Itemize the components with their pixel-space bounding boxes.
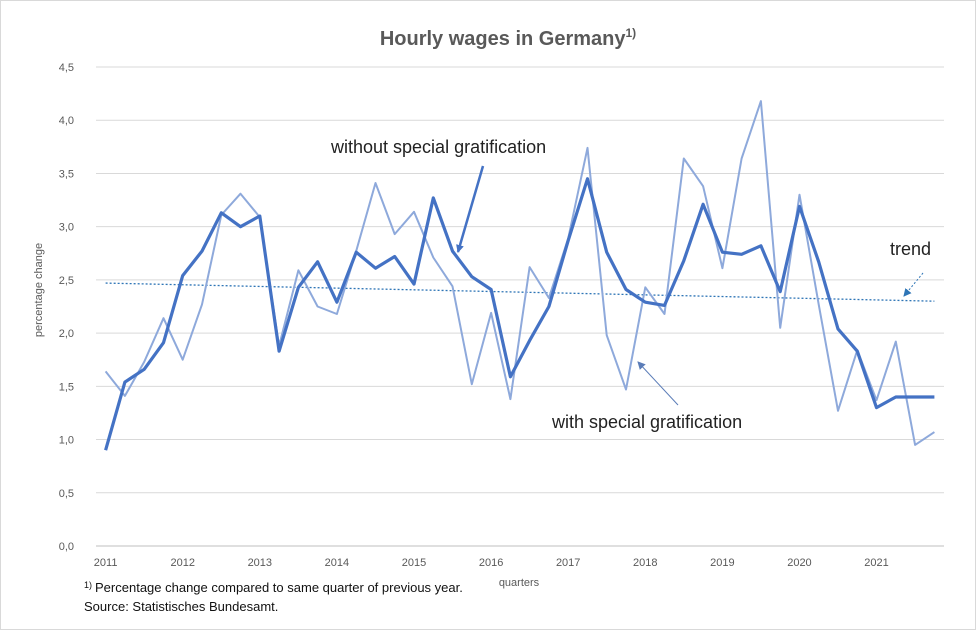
x-tick-label: 2016	[479, 557, 503, 569]
annotation-arrow-with	[637, 361, 679, 406]
annotation-with-special-gratification: with special gratification	[551, 412, 742, 432]
y-tick-label: 0,5	[59, 488, 74, 500]
annotation-arrow-without	[456, 165, 485, 253]
y-tick-label: 1,5	[59, 381, 74, 393]
x-tick-label: 2011	[94, 557, 118, 569]
footnote-line-2: Source: Statistisches Bundesamt.	[84, 599, 278, 614]
x-tick-label: 2013	[248, 557, 272, 569]
y-tick-label: 1,0	[59, 435, 74, 447]
footnote-line-1: 1) Percentage change compared to same qua…	[84, 580, 463, 595]
x-tick-label: 2014	[325, 557, 349, 569]
x-tick-label: 2018	[633, 557, 657, 569]
chart-title: Hourly wages in Germany1)	[380, 26, 636, 50]
y-tick-label: 3,5	[59, 168, 74, 180]
x-tick-label: 2017	[556, 557, 580, 569]
y-tick-label: 3,0	[59, 222, 74, 234]
annotation-trend: trend	[890, 239, 931, 259]
y-tick-label: 4,0	[59, 115, 74, 127]
x-tick-label: 2019	[710, 557, 734, 569]
y-axis-title: percentage change	[33, 243, 45, 337]
y-tick-label: 4,5	[59, 62, 74, 74]
x-tick-label: 2012	[170, 557, 194, 569]
x-axis-ticks: 2011 2012 2013 2014 2015 2016 2017 2018 2019 2020…	[94, 557, 889, 569]
annotation-without-special-gratification: without special gratification	[330, 137, 546, 157]
x-tick-label: 2020	[787, 557, 811, 569]
x-tick-label: 2021	[864, 557, 888, 569]
y-tick-label: 0,0	[59, 541, 74, 553]
y-axis-ticks: 0,0 0,5 1,0 1,5 2,0 2,5 3,0 3,5 4,0 4,5	[59, 62, 74, 553]
y-tick-label: 2,5	[59, 275, 74, 287]
x-tick-label: 2015	[402, 557, 426, 569]
y-tick-label: 2,0	[59, 328, 74, 340]
x-axis-title: quarters	[499, 577, 540, 589]
series-line-without-special-gratification	[104, 177, 935, 451]
annotation-arrow-trend	[903, 272, 924, 297]
